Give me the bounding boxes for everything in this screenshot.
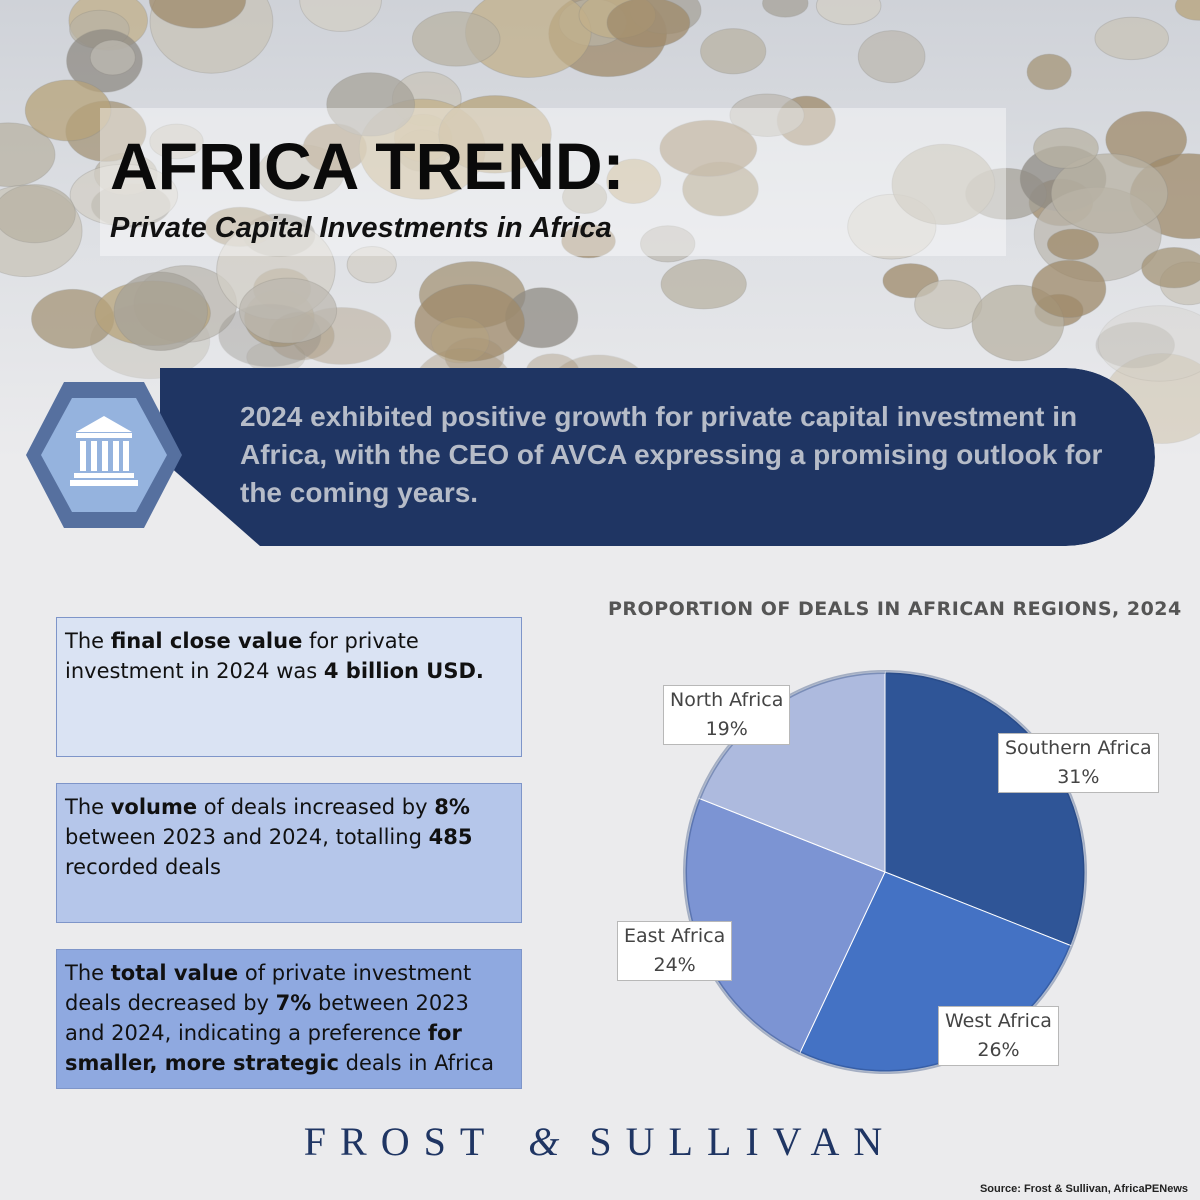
coin-shape: [1174, 0, 1200, 21]
pie-label-name: East Africa: [624, 925, 726, 947]
fact-text-part: The: [65, 629, 111, 653]
coin-shape: [113, 271, 209, 352]
coin-shape: [762, 0, 809, 18]
fact-text-part: between 2023 and 2024, indicating a pref…: [65, 991, 469, 1045]
coin-shape: [0, 122, 56, 187]
coin-shape: [561, 180, 608, 214]
pie-label-name: West Africa: [945, 1010, 1052, 1032]
coin-shape: [1026, 53, 1072, 91]
fact-text-part: The: [65, 795, 111, 819]
fact-text-part: The: [65, 961, 111, 985]
fact-text-part: final close value: [110, 629, 303, 653]
brand-left: FROST: [303, 1119, 499, 1164]
coin-shape: [857, 30, 926, 84]
brand-ampersand: &: [528, 1119, 560, 1164]
pie-label-value: 24%: [653, 954, 696, 976]
fact-box-volume: The volume of deals increased by 8% betw…: [56, 783, 522, 923]
coin-shape: [430, 316, 490, 364]
page-title: AFRICA TREND:: [110, 129, 625, 203]
fact-text-part: for private investment in 2024 was: [65, 629, 419, 683]
coin-shape: [149, 123, 204, 160]
coin-shape: [326, 72, 416, 137]
fact-text-part: total value: [110, 961, 239, 985]
summary-banner: [160, 368, 1155, 546]
coin-shape: [561, 223, 616, 259]
coin-shape: [700, 28, 767, 75]
coin-shape: [69, 163, 179, 227]
brand-logo: FROST & SULLIVAN: [0, 1118, 1200, 1165]
coin-shape: [659, 119, 758, 177]
pie-label-value: 26%: [977, 1039, 1020, 1061]
title-panel: [100, 108, 1006, 256]
coin-shape: [438, 95, 552, 174]
fact-text-part: 8%: [434, 795, 470, 819]
coin-shape: [606, 0, 691, 48]
pie-label-name: Southern Africa: [1005, 737, 1152, 759]
coin-shape: [891, 143, 996, 226]
coin-shape: [346, 245, 397, 284]
chart-title: PROPORTION OF DEALS IN AFRICAN REGIONS, …: [608, 598, 1182, 620]
fact-box-final-close: The final close value for private invest…: [56, 617, 522, 757]
coin-shape: [1031, 259, 1107, 319]
coin-shape: [1094, 16, 1170, 61]
pie-label-east-africa: East Africa 24%: [617, 921, 733, 981]
bank-building-icon: [26, 382, 182, 528]
coin-shape: [24, 79, 112, 142]
coin-shape: [729, 93, 805, 137]
fact-text-part: deals in Africa: [339, 1051, 494, 1075]
fact-box-total-value: The total value of private investment de…: [56, 949, 522, 1089]
fact-text-part: volume: [110, 795, 198, 819]
coin-shape: [148, 0, 247, 29]
coin-shape: [299, 0, 382, 32]
page-subtitle: Private Capital Investments in Africa: [110, 212, 612, 244]
coin-shape: [1097, 305, 1200, 382]
coin-shape: [0, 184, 76, 244]
pie-label-southern-africa: Southern Africa 31%: [998, 733, 1159, 793]
coin-shape: [660, 259, 747, 310]
banner-text: 2024 exhibited positive growth for priva…: [240, 401, 1103, 508]
coin-shape: [1141, 247, 1200, 289]
pie-label-west-africa: West Africa 26%: [938, 1006, 1059, 1066]
brand-right: SULLIVAN: [589, 1119, 897, 1164]
fact-text-part: between 2023 and 2024, totalling: [65, 825, 429, 849]
coin-shape: [89, 39, 136, 76]
coin-shape: [1033, 127, 1099, 169]
coin-shape: [411, 11, 501, 67]
pie-label-value: 31%: [1057, 766, 1100, 788]
pie-label-name: North Africa: [670, 689, 784, 711]
fact-text-part: 7%: [275, 991, 312, 1015]
coin-shape: [414, 283, 526, 362]
coin-shape: [1095, 321, 1175, 369]
fact-text-part: of private investment deals decreased by: [65, 961, 472, 1015]
fact-text-part: 485: [428, 825, 473, 849]
fact-text-part: for smaller, more strategic: [65, 1021, 462, 1075]
fact-text-part: of deals increased by: [197, 795, 435, 819]
coin-shape: [640, 225, 696, 263]
coin-shape: [238, 277, 338, 344]
source-note: Source: Frost & Sullivan, AfricaPENews: [979, 1183, 1188, 1195]
pie-label-north-africa: North Africa 19%: [663, 685, 791, 745]
fact-text-part: 4 billion USD.: [323, 659, 484, 683]
coin-shape: [1046, 228, 1100, 261]
coin-shape: [606, 158, 662, 204]
coin-shape: [815, 0, 882, 26]
coin-shape: [1050, 153, 1169, 234]
fact-text-part: recorded deals: [65, 855, 221, 879]
pie-label-value: 19%: [705, 718, 748, 740]
